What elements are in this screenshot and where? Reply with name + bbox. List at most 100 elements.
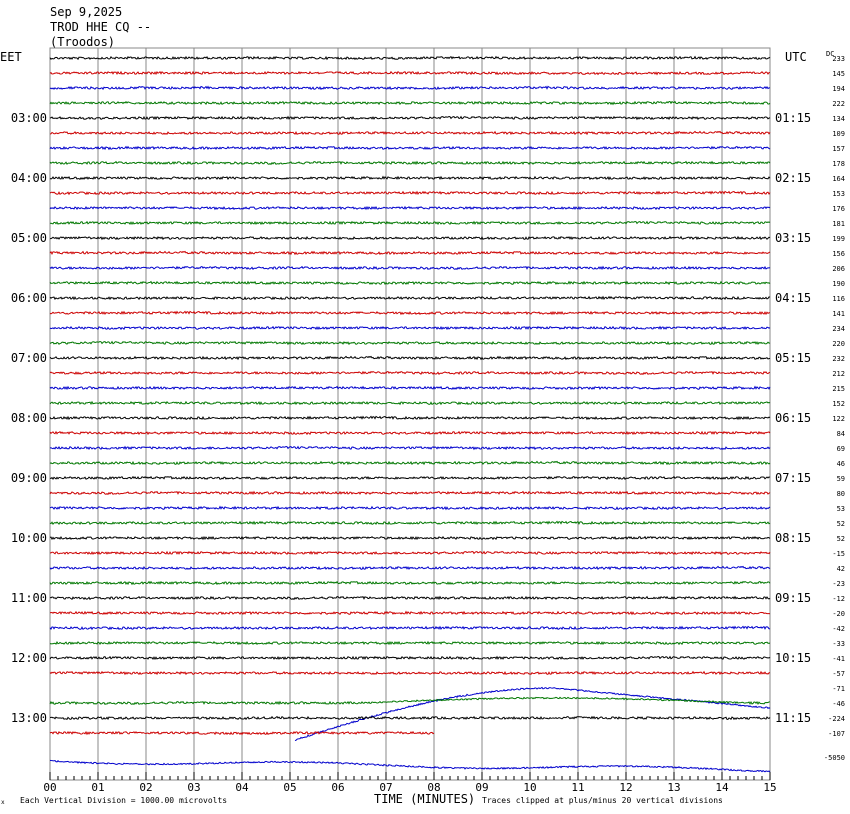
right-hour-label: 11:15 — [775, 711, 811, 725]
left-hour-label: 12:00 — [11, 651, 47, 665]
trace-24 — [49, 415, 771, 421]
x-tick-label: 04 — [235, 781, 249, 794]
clip-note: Traces clipped at plus/minus 20 vertical… — [482, 796, 723, 805]
station-code: TROD HHE CQ -- — [50, 20, 151, 34]
station-location: (Troodos) — [50, 35, 115, 49]
trace-1 — [49, 70, 770, 76]
dc-offset-label: 212 — [832, 370, 845, 378]
left-hour-label: 13:00 — [11, 711, 47, 725]
trace-17 — [49, 310, 771, 316]
x-tick-label: 02 — [139, 781, 152, 794]
trace-23 — [49, 400, 771, 406]
dc-offset-label: -5050 — [824, 754, 845, 762]
left-hour-label: 06:00 — [11, 291, 47, 305]
left-hour-label: 11:00 — [11, 591, 47, 605]
trace-4 — [49, 115, 771, 121]
dc-offset-label: 194 — [832, 85, 845, 93]
dc-offset-label: 220 — [832, 340, 845, 348]
dc-offset-label: 122 — [832, 415, 845, 423]
corner-mark: x — [1, 799, 5, 806]
dc-offset-label: 69 — [837, 445, 845, 453]
trace-11 — [49, 220, 771, 226]
x-tick-label: 10 — [523, 781, 536, 794]
trace-27 — [49, 460, 771, 466]
trace-31 — [49, 520, 771, 526]
x-tick-label: 06 — [331, 781, 344, 794]
trace-41 — [49, 670, 771, 676]
trace-12 — [49, 235, 771, 241]
scale-note: Each Vertical Division = 1000.00 microvo… — [20, 796, 227, 805]
right-hour-label: 05:15 — [775, 351, 811, 365]
trace-21 — [49, 370, 771, 376]
dc-offset-label: 157 — [832, 145, 845, 153]
left-hour-label: 09:00 — [11, 471, 47, 485]
trace-19 — [49, 340, 771, 346]
trace-35 — [49, 580, 771, 586]
right-hour-labels: 01:15 02:15 03:15 04:15 05:15 06:15 07:15 08:15… — [775, 111, 811, 725]
right-hour-label: 09:15 — [775, 591, 811, 605]
trace-15 — [49, 280, 771, 286]
trace-22 — [49, 385, 771, 391]
trace-5 — [49, 130, 771, 136]
x-tick-label: 15 — [763, 781, 776, 794]
trace-group — [49, 55, 771, 773]
dc-offset-label: 109 — [832, 130, 845, 138]
trace-10 — [49, 205, 771, 211]
dc-offset-label: 156 — [832, 250, 845, 258]
trace-37 — [49, 610, 771, 616]
trace-45 — [49, 730, 435, 736]
dc-offset-label: -23 — [832, 580, 845, 588]
left-hour-label: 07:00 — [11, 351, 47, 365]
dc-offset-label: 152 — [832, 400, 845, 408]
dc-offset-label: -41 — [832, 655, 845, 663]
x-tick-label: 08 — [427, 781, 440, 794]
dc-offset-label: -57 — [832, 670, 845, 678]
dc-offset-label: -71 — [832, 685, 845, 693]
dc-offset-label: 52 — [837, 520, 845, 528]
trace-30 — [49, 505, 771, 511]
dc-offset-label: 181 — [832, 220, 845, 228]
dc-offset-label: -107 — [828, 730, 845, 738]
dc-offset-label: 234 — [832, 325, 845, 333]
dc-offset-label: 53 — [837, 505, 845, 513]
chart-date: Sep 9,2025 — [50, 5, 122, 19]
left-hour-label: 10:00 — [11, 531, 47, 545]
plot-frame — [49, 47, 771, 781]
trace-8 — [49, 175, 771, 181]
left-hour-label: 03:00 — [11, 111, 47, 125]
trace-7 — [49, 160, 771, 166]
trace-16 — [49, 295, 771, 301]
x-tick-label: 07 — [379, 781, 392, 794]
x-tick-label: 05 — [283, 781, 296, 794]
dc-offset-label: 84 — [837, 430, 845, 438]
right-hour-label: 04:15 — [775, 291, 811, 305]
trace-38 — [49, 625, 771, 631]
minute-grid — [49, 48, 771, 780]
x-tick-label: 13 — [667, 781, 680, 794]
x-axis: 00 01 02 03 04 05 06 07 08 09 10 11 12 13 14 15 — [43, 772, 777, 794]
right-hour-label: 02:15 — [775, 171, 811, 185]
x-tick-label: 00 — [43, 781, 56, 794]
dc-offset-label: 199 — [832, 235, 845, 243]
trace-0 — [49, 55, 771, 61]
right-hour-label: 03:15 — [775, 231, 811, 245]
trace-43 — [49, 696, 771, 706]
trace-13 — [49, 250, 771, 256]
trace-29 — [49, 490, 771, 496]
dc-offset-label: 222 — [832, 100, 845, 108]
right-hour-label: 07:15 — [775, 471, 811, 485]
x-tick-label: 01 — [91, 781, 104, 794]
left-hour-label: 04:00 — [11, 171, 47, 185]
dc-offset-labels: 233 145 194 222 134 109 157 178 164 153 176 181 199 1… — [824, 55, 845, 762]
x-tick-label: 12 — [619, 781, 632, 794]
trace-26 — [49, 445, 771, 451]
dc-offset-label: 141 — [832, 310, 845, 318]
right-hour-label: 08:15 — [775, 531, 811, 545]
dc-offset-label: 42 — [837, 565, 845, 573]
trace-9 — [49, 190, 771, 196]
right-hour-label: 01:15 — [775, 111, 811, 125]
dc-offset-label: 190 — [832, 280, 845, 288]
dc-offset-label: -15 — [832, 550, 845, 558]
dc-offset-label: -46 — [832, 700, 845, 708]
dc-offset-label: 46 — [837, 460, 845, 468]
